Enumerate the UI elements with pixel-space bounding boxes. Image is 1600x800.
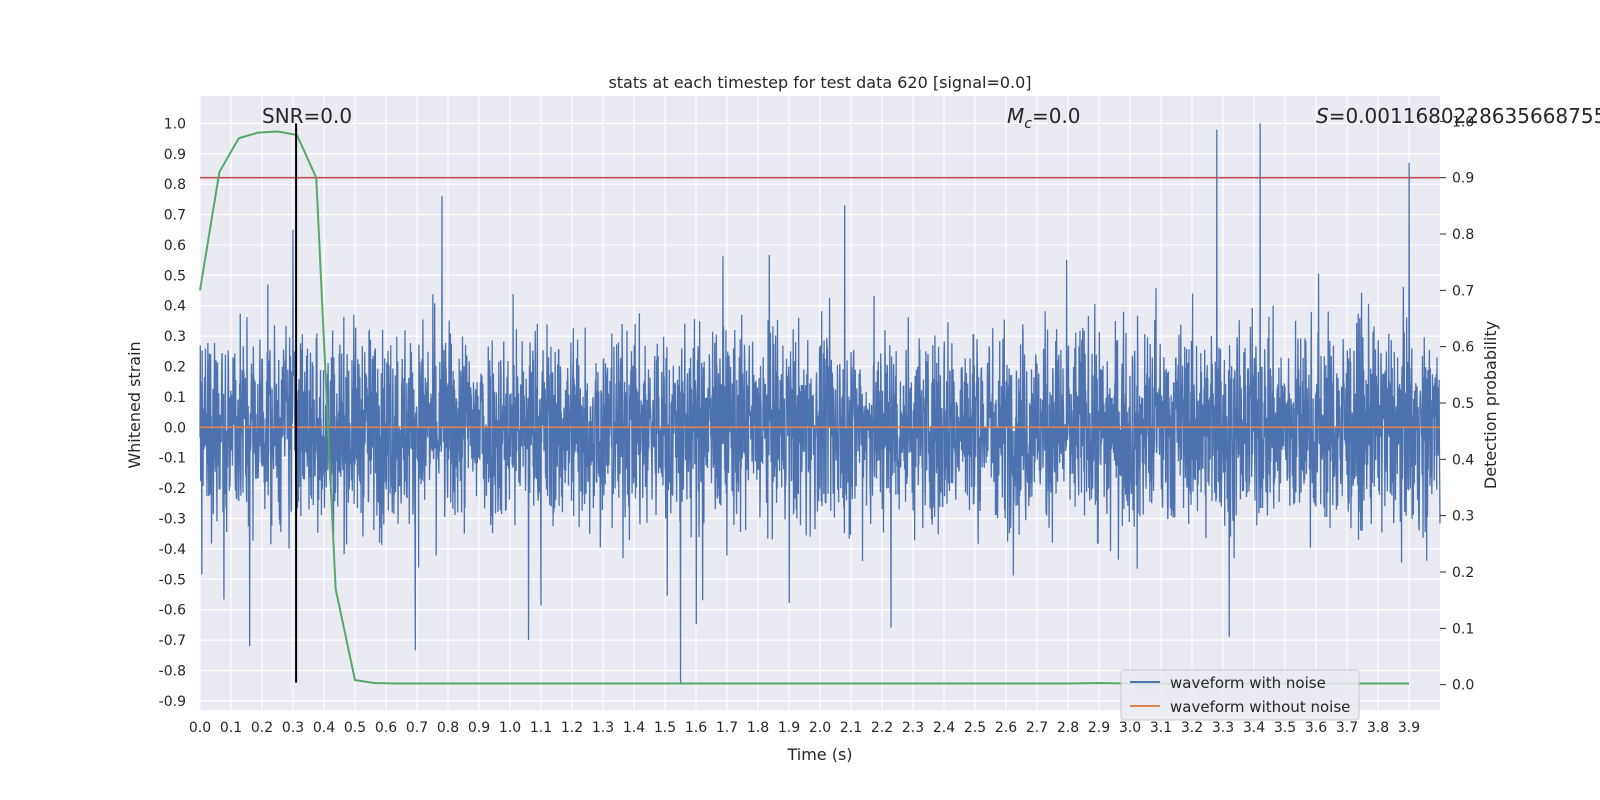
y-tick-label: 0.6	[164, 238, 186, 254]
x-tick-label: 3.8	[1367, 720, 1389, 736]
s-annotation: S=0.0011680228635668755	[1316, 104, 1600, 128]
y-tick-label: -0.3	[159, 512, 186, 528]
x-tick-label: 0.6	[375, 720, 397, 736]
y-tick-label: 0.9	[164, 147, 186, 163]
y-tick-label: 0.2	[164, 360, 186, 376]
y-tick-label: 0.4	[164, 299, 186, 315]
x-tick-label: 3.6	[1305, 720, 1327, 736]
y2-tick-label: 0.2	[1452, 565, 1474, 581]
y2-tick-label: 0.5	[1452, 396, 1474, 412]
x-tick-label: 3.7	[1336, 720, 1358, 736]
y-tick-label: 0.1	[164, 390, 186, 406]
y-tick-label: -0.1	[159, 451, 186, 467]
x-tick-label: 3.3	[1212, 720, 1234, 736]
y-tick-label: -0.6	[159, 603, 186, 619]
x-tick-label: 1.5	[654, 720, 676, 736]
x-tick-label: 1.2	[561, 720, 583, 736]
x-tick-label: 2.4	[933, 720, 955, 736]
y-tick-label: -0.7	[159, 633, 186, 649]
series-line-detection-probability	[199, 130, 1409, 685]
y2-tick-label: 0.6	[1452, 340, 1474, 356]
y-tick-label: 1.0	[164, 116, 186, 132]
x-tick-label: 1.0	[499, 720, 521, 736]
x-tick-label: 0.7	[406, 720, 428, 736]
y2-axis-label: Detection probability	[1481, 321, 1500, 489]
x-tick-label: 3.1	[1150, 720, 1172, 736]
x-tick-label: 2.0	[809, 720, 831, 736]
y2-tick-label: 0.4	[1452, 452, 1474, 468]
y-tick-label: 0.5	[164, 268, 186, 284]
y2-tick-label: 1.0	[1452, 114, 1474, 130]
legend: waveform with noise waveform without noi…	[1120, 669, 1360, 721]
y2-tick-label: 0.9	[1452, 171, 1474, 187]
y-axis-label: Whitened strain	[125, 341, 144, 468]
x-tick-label: 2.5	[964, 720, 986, 736]
x-tick-label: 1.9	[778, 720, 800, 736]
s-value: =0.0011680228635668755	[1329, 104, 1600, 128]
x-tick-label: 3.4	[1243, 720, 1265, 736]
legend-box	[1120, 669, 1360, 721]
x-tick-label: 1.7	[716, 720, 738, 736]
x-tick-label: 2.2	[871, 720, 893, 736]
x-tick-label: 2.8	[1057, 720, 1079, 736]
x-tick-label: 2.6	[995, 720, 1017, 736]
x-tick-label: 0.3	[282, 720, 304, 736]
chirp-mass-annotation: Mc=0.0	[1007, 104, 1081, 132]
y-tick-label: -0.8	[159, 663, 186, 679]
y-tick-label: 0.8	[164, 177, 186, 193]
s-symbol: S	[1316, 104, 1329, 128]
x-tick-label: 0.4	[313, 720, 335, 736]
x-tick-label: 0.5	[344, 720, 366, 736]
chirp-mass-subscript: c	[1024, 116, 1032, 132]
y-tick-label: -0.2	[159, 481, 186, 497]
y-tick-label: 0.3	[164, 329, 186, 345]
x-tick-label: 2.3	[902, 720, 924, 736]
x-tick-label: 1.4	[623, 720, 645, 736]
x-tick-label: 1.8	[747, 720, 769, 736]
x-tick-label: 0.8	[437, 720, 459, 736]
y2-tick-label: 0.0	[1452, 678, 1474, 694]
x-tick-label: 3.9	[1398, 720, 1420, 736]
legend-label-noise: waveform with noise	[1170, 674, 1326, 692]
y-tick-label: -0.5	[159, 572, 186, 588]
plot-area	[199, 123, 1441, 685]
x-tick-label: 0.2	[251, 720, 273, 736]
x-tick-label: 1.6	[685, 720, 707, 736]
y2-tick-label: 0.1	[1452, 621, 1474, 637]
axes: 0.0 0.1 0.2 0.3 0.4 0.5 0.6 0.7 0.8 0.9 1.0 1.1 1.2 1…	[159, 114, 1475, 736]
y-tick-label: -0.4	[159, 542, 186, 558]
snr-annotation: SNR=0.0	[262, 104, 352, 128]
chart-title: stats at each timestep for test data 620…	[608, 73, 1031, 92]
x-tick-label: 3.2	[1181, 720, 1203, 736]
x-tick-label: 2.1	[840, 720, 862, 736]
y2-tick-label: 0.8	[1452, 227, 1474, 243]
x-tick-label: 2.7	[1026, 720, 1048, 736]
x-tick-label: 3.5	[1274, 720, 1296, 736]
x-tick-label: 0.9	[468, 720, 490, 736]
x-tick-label: 1.1	[530, 720, 552, 736]
x-axis-label: Time (s)	[786, 745, 852, 764]
series-line-noise	[199, 123, 1441, 683]
y2-tick-label: 0.3	[1452, 509, 1474, 525]
x-tick-label: 3.0	[1119, 720, 1141, 736]
y-tick-label: 0.7	[164, 208, 186, 224]
y-tick-label: 0.0	[164, 420, 186, 436]
legend-label-clean: waveform without noise	[1170, 698, 1350, 716]
x-tick-label: 1.3	[592, 720, 614, 736]
chirp-mass-value: =0.0	[1032, 104, 1081, 128]
x-tick-label: 0.1	[220, 720, 242, 736]
y-tick-label: -0.9	[159, 694, 186, 710]
y2-tick-label: 0.7	[1452, 283, 1474, 299]
grid-lines	[199, 96, 1440, 710]
x-tick-label: 0.0	[189, 720, 211, 736]
x-tick-label: 2.9	[1088, 720, 1110, 736]
chirp-mass-symbol: M	[1007, 104, 1024, 128]
